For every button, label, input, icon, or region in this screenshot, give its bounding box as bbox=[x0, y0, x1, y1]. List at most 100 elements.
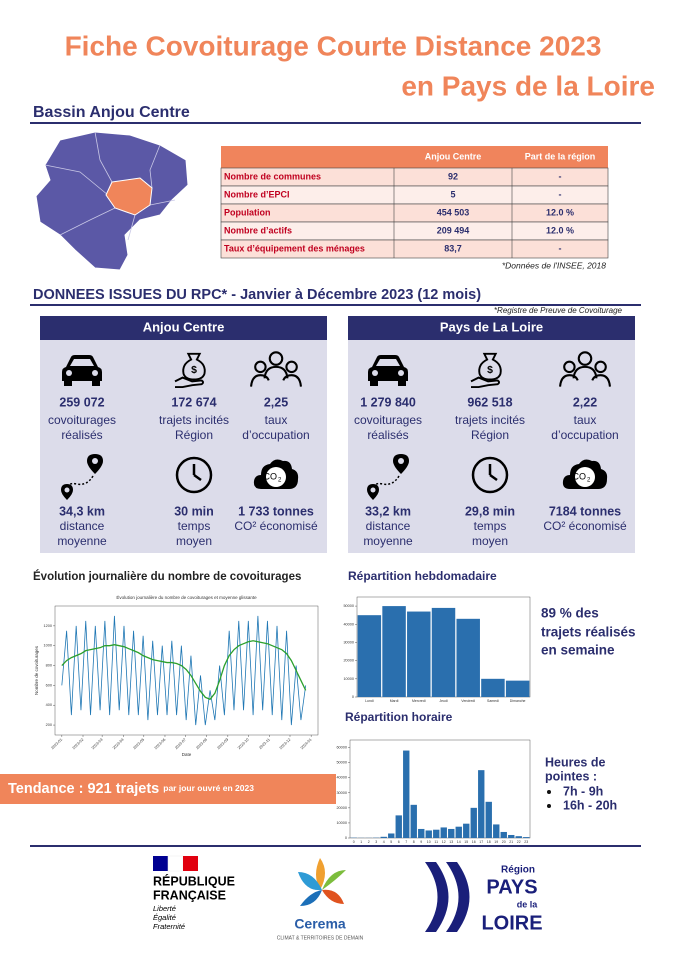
line-series bbox=[61, 640, 307, 701]
stat-label: CO² économisé bbox=[543, 519, 627, 533]
x-tick-label: 14 bbox=[457, 840, 461, 844]
charts: Évolution journalière du nombre de covoi… bbox=[34, 590, 536, 844]
y-tick-label: 50000 bbox=[336, 761, 347, 765]
bar bbox=[493, 824, 500, 838]
bar bbox=[478, 770, 485, 838]
y-tick-label: 30000 bbox=[336, 791, 347, 795]
x-tick-label: 8 bbox=[413, 840, 415, 844]
logo-cerema: Cerema CLIMAT & TERRITOIRES DE DEMAIN bbox=[277, 858, 364, 941]
x-tick-label: 3 bbox=[375, 840, 377, 844]
table-cell: 92 bbox=[448, 171, 458, 181]
stat-value: 259 072 bbox=[59, 395, 104, 409]
x-tick-label: Vendredi bbox=[461, 699, 475, 703]
stat-label: Région bbox=[471, 428, 509, 442]
stat-label: covoiturages bbox=[354, 413, 422, 427]
y-tick-label: 400 bbox=[46, 703, 52, 707]
stat-label: moyenne bbox=[363, 534, 413, 548]
trend-main: Tendance : 921 trajets bbox=[8, 781, 159, 797]
stat-label: Région bbox=[175, 428, 213, 442]
cerema-text: Cerema bbox=[294, 916, 346, 932]
stat-label: trajets incités bbox=[159, 413, 229, 427]
y-tick-label: 40000 bbox=[336, 776, 347, 780]
x-tick-label: 0 bbox=[353, 840, 355, 844]
cerema-tag: CLIMAT & TERRITOIRES DE DEMAIN bbox=[277, 935, 364, 941]
logo-region: Région PAYS de la LOIRE bbox=[425, 862, 543, 934]
x-tick-label: 17 bbox=[479, 840, 483, 844]
table-cell: 5 bbox=[450, 189, 455, 199]
table-header-bg bbox=[221, 146, 608, 168]
bar bbox=[456, 618, 480, 697]
stat-label: CO² économisé bbox=[234, 519, 318, 533]
x-tick-label: 6 bbox=[398, 840, 400, 844]
table-row-label: Nombre de communes bbox=[224, 171, 321, 181]
stat-label: moyen bbox=[176, 534, 212, 548]
weekly-text: trajets réalisés bbox=[541, 625, 636, 640]
bar bbox=[523, 837, 530, 838]
region-text: LOIRE bbox=[481, 912, 542, 934]
stat-label: trajets incités bbox=[455, 413, 525, 427]
table-cell: 12.0 % bbox=[546, 225, 574, 235]
bar bbox=[433, 829, 440, 838]
chart-frame bbox=[35, 592, 320, 762]
stat-value: 33,2 km bbox=[365, 504, 411, 518]
stat-label: d’occupation bbox=[242, 428, 309, 442]
table-cell: 83,7 bbox=[444, 243, 462, 253]
x-tick-label: 4 bbox=[383, 840, 385, 844]
y-tick-label: 1000 bbox=[44, 644, 52, 648]
table-row-label: Nombre d’actifs bbox=[224, 225, 292, 235]
bar bbox=[431, 607, 456, 697]
stat-value: 30 min bbox=[174, 504, 214, 518]
table-cell: 12.0 % bbox=[546, 207, 574, 217]
x-tick-label: Samedi bbox=[487, 699, 499, 703]
panel-header bbox=[348, 316, 635, 340]
bar bbox=[382, 606, 406, 697]
y-tick-label: 50000 bbox=[343, 604, 354, 608]
stat-value: 2,22 bbox=[573, 395, 597, 409]
trend-small: par jour ouvré en 2023 bbox=[163, 783, 254, 793]
x-tick-label: Mardi bbox=[390, 699, 399, 703]
stat-label: moyenne bbox=[57, 534, 107, 548]
x-tick-label: 5 bbox=[390, 840, 392, 844]
bar bbox=[357, 615, 382, 697]
x-tick-label: Dimanche bbox=[510, 699, 526, 703]
y-tick-label: 0 bbox=[352, 695, 354, 699]
x-tick-label: 19 bbox=[494, 840, 498, 844]
rf-motto: Liberté bbox=[153, 904, 176, 913]
hourly-bullet: 16h - 20h bbox=[563, 798, 617, 812]
hourly-text: Heures de bbox=[545, 755, 605, 769]
stat-label: réalisés bbox=[61, 428, 102, 442]
stat-label: temps bbox=[178, 519, 211, 533]
weekly-text: en semaine bbox=[541, 643, 615, 658]
x-tick-label: 18 bbox=[487, 840, 491, 844]
bar bbox=[407, 611, 431, 697]
bar bbox=[388, 833, 395, 838]
x-tick-label: Mercredi bbox=[412, 699, 426, 703]
line-series bbox=[61, 615, 307, 726]
x-tick-label: 2 bbox=[368, 840, 370, 844]
table-row-label: Nombre d’EPCI bbox=[224, 189, 290, 199]
region-text: de la bbox=[517, 899, 539, 909]
y-tick-label: 200 bbox=[46, 723, 52, 727]
bar bbox=[380, 836, 387, 838]
region-text: PAYS bbox=[486, 876, 537, 898]
x-tick-label: 21 bbox=[509, 840, 513, 844]
bar bbox=[515, 836, 522, 838]
x-tick-label: 23 bbox=[524, 840, 528, 844]
y-tick-label: 30000 bbox=[343, 640, 354, 644]
y-tick-label: 0 bbox=[345, 836, 347, 840]
x-tick-label: 11 bbox=[434, 840, 438, 844]
bar bbox=[395, 815, 402, 838]
stat-label: taux bbox=[574, 413, 597, 427]
bullet bbox=[547, 804, 551, 808]
table-cell: - bbox=[559, 243, 562, 253]
bar bbox=[485, 801, 492, 838]
bar bbox=[500, 831, 507, 838]
table-note: *Données de l'INSEE, 2018 bbox=[502, 260, 606, 270]
y-tick-label: 600 bbox=[46, 683, 52, 687]
stat-value: 29,8 min bbox=[465, 504, 515, 518]
x-tick-label: 22 bbox=[517, 840, 521, 844]
stat-value: 962 518 bbox=[467, 395, 512, 409]
x-tick-label: 9 bbox=[420, 840, 422, 844]
logo-rf: RÉPUBLIQUE FRANÇAISE Liberté Égalité Fra… bbox=[153, 855, 235, 931]
